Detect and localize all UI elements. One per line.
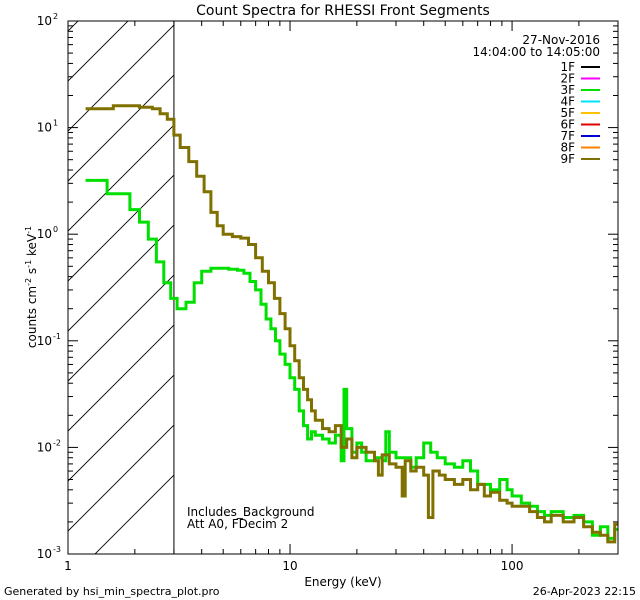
chart-title: Count Spectra for RHESSI Front Segments: [196, 3, 490, 19]
axis-ticks: [67, 20, 619, 555]
hatch-line: [68, 74, 175, 182]
y-tick-exponent: -1: [53, 332, 61, 341]
y-tick-label: 10: [37, 334, 52, 348]
legend-label-4F: 4F: [560, 95, 575, 109]
legend-label-7F: 7F: [560, 129, 575, 143]
hatch-line: [68, 24, 175, 132]
y-tick-label: 10: [37, 227, 52, 241]
hatch-line: [68, 174, 175, 282]
plot-frame: [67, 20, 619, 555]
hatch-line: [68, 424, 175, 532]
legend-label-6F: 6F: [560, 118, 575, 132]
x-axis-label: Energy (keV): [304, 575, 381, 589]
y-tick-exponent: 1: [53, 119, 58, 128]
hatch-line: [68, 224, 175, 332]
legend-label-1F: 1F: [560, 60, 575, 74]
y-tick-exponent: -2: [53, 438, 61, 447]
y-axis-label: counts cm-2 s-1 keV-1: [24, 226, 39, 348]
footer-generated-by: Generated by hsi_min_spectra_plot.pro: [4, 585, 220, 598]
legend-label-5F: 5F: [560, 106, 575, 120]
annotation-attenuator: Att A0, FDecim 2: [187, 517, 288, 531]
legend-label-3F: 3F: [560, 83, 575, 97]
series-3F: [85, 178, 618, 540]
y-tick-label: 10: [37, 14, 52, 28]
series-9F: [85, 104, 618, 544]
hatch-line: [68, 21, 129, 82]
y-tick-exponent: 0: [53, 225, 58, 234]
series-layer: [85, 104, 618, 544]
x-tick-label: 1: [64, 559, 72, 573]
y-tick-label: 10: [37, 121, 52, 135]
legend-label-9F: 9F: [560, 152, 575, 166]
time-range-label: 14:04:00 to 14:05:00: [473, 45, 600, 59]
hatch-line: [68, 374, 175, 482]
x-tick-labels: 1 10 100: [64, 559, 523, 573]
annotation-background: Includes_Background: [187, 505, 315, 519]
hatch-line: [68, 324, 175, 432]
hatch-line: [68, 21, 79, 32]
hatch-line: [68, 274, 175, 382]
hatch-line: [94, 474, 175, 554]
hatch-line: [68, 124, 175, 232]
legend-label-8F: 8F: [560, 141, 575, 155]
y-tick-exponent: 2: [53, 12, 58, 21]
x-tick-label: 10: [282, 559, 297, 573]
y-tick-label: 10: [37, 440, 52, 454]
footer-timestamp: 26-Apr-2023 22:15: [533, 585, 636, 598]
y-tick-label: 10: [37, 547, 52, 561]
date-label: 27-Nov-2016: [522, 33, 600, 47]
hatched-region: [68, 21, 175, 554]
y-tick-exponent: -3: [53, 545, 61, 554]
x-tick-label: 100: [501, 559, 524, 573]
legend-label-2F: 2F: [560, 72, 575, 86]
